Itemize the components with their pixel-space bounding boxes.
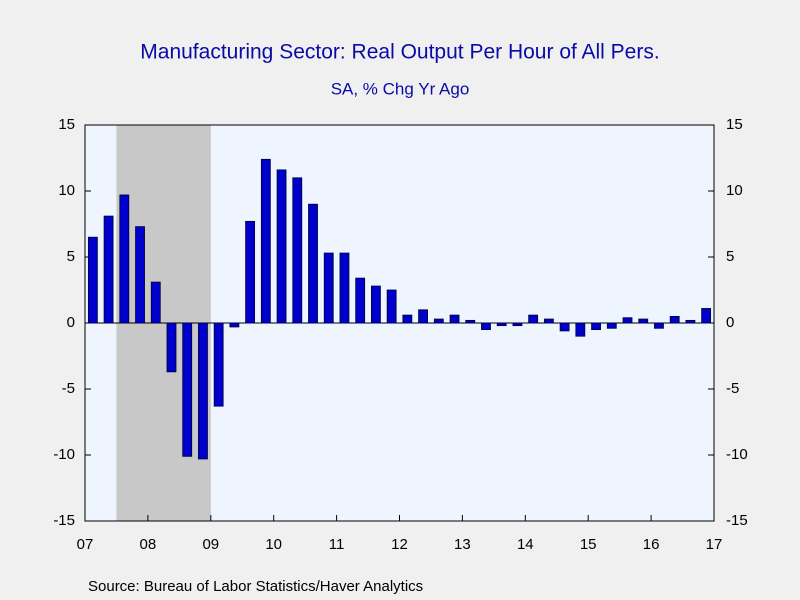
y2-tick-label: 15 (726, 116, 743, 133)
y2-tick-label: 0 (726, 314, 734, 331)
y-tick-label: 15 (58, 116, 75, 133)
bar (638, 318, 649, 324)
bar (323, 252, 334, 324)
bar (402, 314, 413, 324)
bar (260, 158, 271, 324)
bar (654, 322, 664, 329)
bar (465, 319, 476, 324)
bar (685, 319, 696, 324)
bar (622, 317, 633, 324)
bar (512, 322, 523, 327)
bar (245, 220, 256, 324)
x-tick-label: 14 (517, 536, 534, 553)
y-tick-label: 0 (67, 314, 75, 331)
chart-title: Manufacturing Sector: Real Output Per Ho… (140, 41, 659, 64)
bar (166, 322, 177, 373)
bar (575, 322, 586, 337)
y-tick-label: 10 (58, 182, 75, 199)
bar (355, 277, 366, 324)
bar (182, 322, 193, 457)
x-tick-label: 08 (140, 536, 157, 553)
y2-tick-label: -10 (726, 446, 748, 463)
bar (481, 322, 491, 330)
x-tick-label: 16 (643, 536, 660, 553)
y2-tick-label: 5 (726, 248, 734, 265)
bar (150, 281, 161, 324)
x-tick-label: 07 (77, 536, 94, 553)
x-tick-label: 10 (265, 536, 282, 553)
bar (701, 308, 712, 324)
y2-tick-label: -15 (726, 512, 748, 529)
y-tick-label: -10 (53, 446, 75, 463)
bar (418, 309, 428, 324)
x-tick-label: 11 (329, 536, 345, 553)
bar (339, 252, 350, 324)
x-tick-label: 13 (454, 536, 471, 553)
y2-tick-label: 10 (726, 182, 743, 199)
bar (371, 285, 381, 324)
bar (496, 322, 507, 327)
x-tick-label: 09 (202, 536, 219, 553)
bar (276, 169, 287, 324)
bar (213, 322, 224, 407)
plot-frame (84, 124, 715, 522)
bar (543, 318, 554, 324)
bar (229, 322, 240, 328)
bar (669, 315, 680, 324)
bar (606, 322, 617, 329)
bar (292, 177, 303, 324)
y-tick-label: -5 (62, 380, 75, 397)
y2-tick-label: -5 (726, 380, 739, 397)
bar (386, 289, 397, 324)
bar (559, 322, 570, 332)
bar (591, 322, 601, 330)
y-tick-label: -15 (53, 512, 75, 529)
bar (308, 203, 318, 324)
bar (87, 236, 98, 324)
bar (198, 322, 208, 460)
chart-subtitle: SA, % Chg Yr Ago (331, 79, 470, 98)
bar (449, 314, 460, 324)
x-tick-label: 12 (391, 536, 408, 553)
bar (135, 226, 145, 324)
x-tick-label: 17 (706, 536, 723, 553)
bar (103, 215, 114, 324)
bar (528, 314, 539, 324)
y-tick-label: 5 (67, 248, 75, 265)
bar (119, 194, 130, 324)
source-note: Source: Bureau of Labor Statistics/Haver… (88, 578, 423, 595)
bar (433, 318, 444, 324)
x-tick-label: 15 (580, 536, 597, 553)
